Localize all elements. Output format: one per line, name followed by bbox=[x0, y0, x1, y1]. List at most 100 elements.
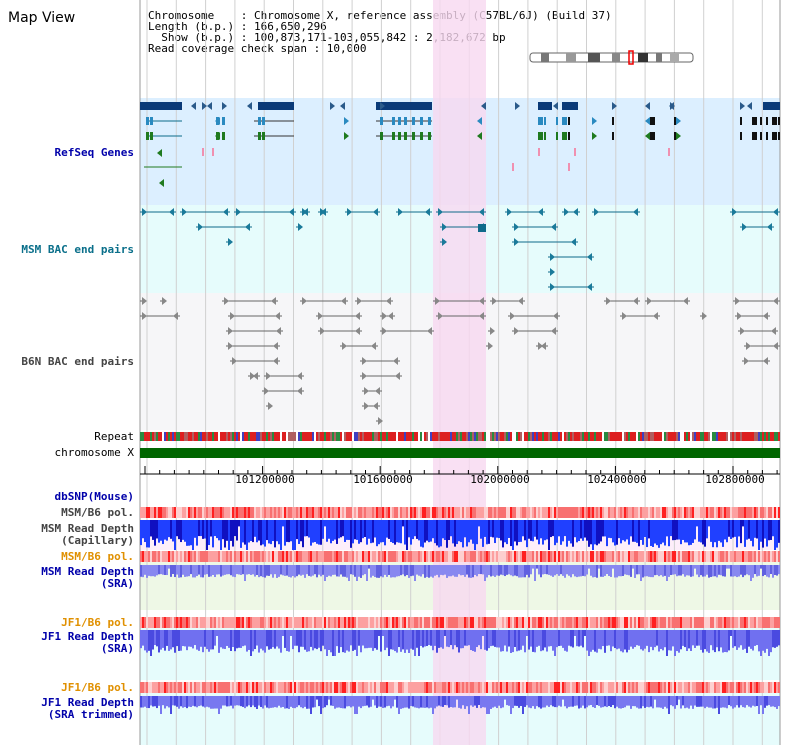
bac-end-arrow bbox=[735, 297, 740, 305]
jf1-b6-pol-track-1[interactable] bbox=[140, 617, 780, 628]
gene-exon bbox=[222, 132, 225, 140]
track-label-b6n-bac[interactable]: B6N BAC end pairs bbox=[21, 355, 134, 368]
bac-end-arrow bbox=[479, 208, 484, 216]
gene-arrow bbox=[191, 102, 196, 110]
bac-end-arrow bbox=[169, 208, 174, 216]
bac-end-arrow bbox=[427, 327, 432, 335]
bac-end-arrow bbox=[228, 238, 233, 246]
gene-arrow bbox=[676, 117, 681, 125]
track-label-dbsnp[interactable]: dbSNP(Mouse) bbox=[54, 490, 134, 503]
gene-exon bbox=[544, 132, 546, 140]
gene-arrow bbox=[645, 117, 650, 125]
gene-arrow bbox=[157, 149, 162, 157]
page-title: Map View bbox=[8, 10, 76, 26]
jf1-sra-depth-track[interactable] bbox=[140, 630, 780, 656]
track-label-refseq[interactable]: RefSeq Genes bbox=[54, 146, 134, 159]
bac-end-arrow bbox=[488, 342, 493, 350]
gene-exon bbox=[556, 117, 558, 125]
gene-exon bbox=[150, 132, 153, 140]
gene-arrow bbox=[202, 102, 207, 110]
bac-end-arrow bbox=[298, 223, 303, 231]
gene-marker bbox=[538, 148, 540, 156]
bac-end-arrow bbox=[347, 208, 352, 216]
msm-capillary-depth-track[interactable] bbox=[140, 520, 780, 550]
bac-end-arrow bbox=[275, 312, 280, 320]
bac-end-arrow bbox=[763, 312, 768, 320]
tick-label: 102800000 bbox=[705, 473, 765, 486]
gene-arrow bbox=[645, 102, 650, 110]
gene-exon bbox=[404, 117, 407, 125]
gene-exon bbox=[146, 117, 149, 125]
track-label-msm-b6-pol-1[interactable]: MSM/B6 pol. bbox=[61, 506, 134, 519]
gene-arrow bbox=[477, 117, 482, 125]
bac-end-arrow bbox=[341, 297, 346, 305]
tick-label: 102000000 bbox=[470, 473, 530, 486]
track-label-msm-bac[interactable]: MSM BAC end pairs bbox=[21, 243, 134, 256]
gene-exon bbox=[222, 117, 225, 125]
gene-exon bbox=[398, 117, 401, 125]
b6n-bac-pairs[interactable] bbox=[140, 297, 780, 425]
bac-end-arrow bbox=[382, 327, 387, 335]
bac-end-arrow bbox=[587, 283, 592, 291]
gene-exon bbox=[760, 132, 762, 140]
gene-exon bbox=[766, 132, 768, 140]
bac-end-arrow bbox=[297, 387, 302, 395]
msm-bac-pairs[interactable] bbox=[140, 208, 780, 291]
bac-end-arrow bbox=[362, 357, 367, 365]
repeat-track[interactable] bbox=[140, 432, 780, 441]
track-label-jf1-b6-pol-2[interactable]: JF1/B6 pol. bbox=[61, 681, 134, 694]
gene-exon bbox=[262, 117, 265, 125]
msm-sra-depth-track[interactable] bbox=[140, 565, 780, 581]
track-label-jf1-read-depth-sra[interactable]: JF1 Read Depth (SRA) bbox=[41, 630, 134, 655]
gene-exon bbox=[674, 117, 676, 125]
bac-end-arrow bbox=[550, 283, 555, 291]
bac-end-arrow bbox=[490, 327, 495, 335]
gene-feature bbox=[258, 102, 294, 110]
bac-end-arrow bbox=[250, 372, 255, 380]
bac-end-arrow bbox=[746, 342, 751, 350]
bac-end-arrow bbox=[514, 223, 519, 231]
jf1-trimmed-depth-track[interactable] bbox=[140, 696, 780, 714]
bac-end-arrow bbox=[228, 342, 233, 350]
gene-feature bbox=[562, 102, 578, 110]
bac-end-arrow bbox=[386, 297, 391, 305]
track-label-jf1-b6-pol-1[interactable]: JF1/B6 pol. bbox=[61, 616, 134, 629]
bac-end-arrow bbox=[514, 327, 519, 335]
gene-exon bbox=[258, 132, 261, 140]
chromosome-ideogram[interactable] bbox=[529, 50, 694, 65]
track-label-msm-read-depth-sra[interactable]: MSM Read Depth (SRA) bbox=[41, 565, 134, 590]
bac-end-arrow bbox=[373, 402, 378, 410]
refseq-genes[interactable] bbox=[140, 102, 780, 187]
gene-exon bbox=[556, 132, 558, 140]
gene-exon bbox=[428, 117, 431, 125]
gene-arrow bbox=[669, 102, 674, 110]
bac-end-arrow bbox=[773, 342, 778, 350]
gene-marker bbox=[668, 148, 670, 156]
bac-end-arrow bbox=[320, 327, 325, 335]
msm-b6-pol-track-2[interactable] bbox=[140, 551, 780, 562]
bac-end-arrow bbox=[289, 208, 294, 216]
gene-exon bbox=[262, 132, 265, 140]
bac-end-arrow bbox=[357, 297, 362, 305]
bac-end-arrow bbox=[302, 297, 307, 305]
gene-exon bbox=[612, 117, 614, 125]
bac-end-arrow bbox=[388, 312, 393, 320]
track-label-msm-b6-pol-2[interactable]: MSM/B6 pol. bbox=[61, 550, 134, 563]
gene-arrow bbox=[592, 132, 597, 140]
gene-exon bbox=[392, 117, 395, 125]
bac-end-arrow bbox=[378, 417, 383, 425]
bac-end-arrow bbox=[375, 387, 380, 395]
bac-end-arrow bbox=[683, 297, 688, 305]
jf1-b6-pol-track-2[interactable] bbox=[140, 682, 780, 693]
bac-end-arrow bbox=[538, 208, 543, 216]
track-label-jf1-read-depth-trimmed[interactable]: JF1 Read Depth (SRA trimmed) bbox=[41, 696, 134, 721]
gene-exon bbox=[760, 117, 762, 125]
gene-arrow bbox=[747, 102, 752, 110]
bac-end-arrow bbox=[435, 297, 440, 305]
track-label-chromosome: chromosome X bbox=[54, 446, 134, 459]
track-label-msm-read-depth-capillary[interactable]: MSM Read Depth (Capillary) bbox=[41, 522, 134, 547]
msm-b6-pol-track-1[interactable] bbox=[140, 507, 780, 518]
gene-marker bbox=[512, 163, 514, 171]
bac-end-arrow bbox=[297, 372, 302, 380]
